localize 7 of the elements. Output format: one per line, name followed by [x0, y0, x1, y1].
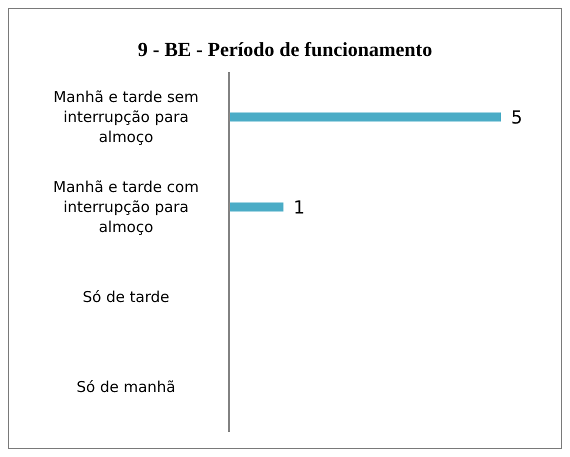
y-tick-label: Manhã e tarde sem interrupção para almoço	[53, 88, 199, 146]
chart-title: 9 - BE - Período de funcionamento	[136, 39, 434, 62]
y-tick-label: Só de tarde	[82, 288, 170, 306]
y-tick-label: Só de manhã	[76, 378, 176, 396]
y-tick-label: Manhã e tarde com interrupção para almoço	[53, 178, 199, 236]
data-label: 5	[511, 107, 522, 128]
data-label: 1	[293, 197, 305, 218]
